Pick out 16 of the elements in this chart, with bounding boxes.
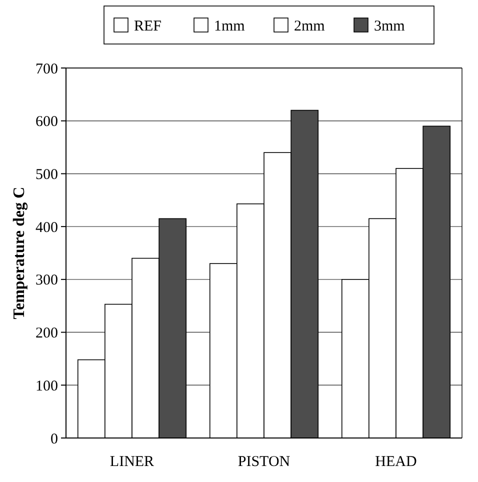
y-tick-label: 0 xyxy=(50,431,58,448)
legend-label: REF xyxy=(134,18,162,34)
y-tick-label: 600 xyxy=(36,114,58,130)
x-tick-label: LINER xyxy=(110,454,154,470)
legend-label: 2mm xyxy=(294,18,326,34)
y-tick-label: 100 xyxy=(36,378,58,394)
y-tick-label: 300 xyxy=(36,272,58,289)
x-tick-label: PISTON xyxy=(238,454,290,470)
x-tick-label: HEAD xyxy=(375,454,417,470)
y-axis-title: Temperature deg C xyxy=(11,186,28,320)
legend-label: 1mm xyxy=(214,18,246,34)
y-tick-label: 500 xyxy=(36,166,58,183)
y-tick-label: 400 xyxy=(36,220,58,236)
legend-label: 3mm xyxy=(374,18,406,34)
y-tick-label: 200 xyxy=(36,326,58,342)
y-tick-label: 700 xyxy=(36,61,58,78)
